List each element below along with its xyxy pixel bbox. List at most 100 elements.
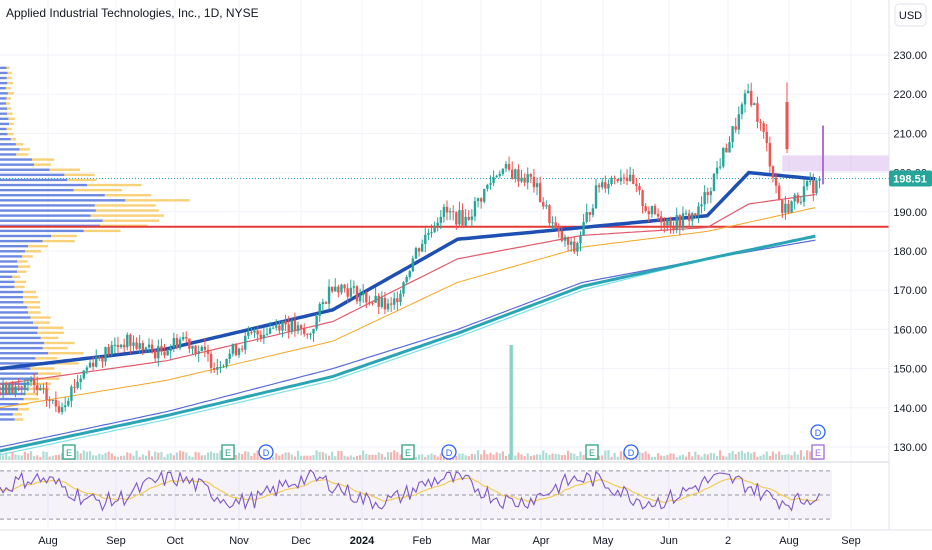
dividend-icon (623, 444, 639, 460)
volume-profile-bar-up (0, 71, 8, 75)
volume-bar (439, 453, 442, 460)
volume-profile-bar-up (0, 418, 15, 421)
volume-bar (45, 452, 48, 460)
volume-profile-bar-down (40, 336, 59, 340)
volume-bar (98, 453, 101, 460)
volume-profile-bar-down (35, 357, 58, 360)
dividend-icon (441, 444, 457, 460)
candle-up (442, 206, 446, 217)
candle-up (520, 177, 523, 182)
candle-up (88, 362, 92, 368)
volume-bar (253, 452, 256, 460)
volume-bar (436, 456, 439, 460)
volume-bar (653, 456, 657, 460)
candle-down (765, 131, 768, 144)
earnings-marker-label: E (66, 448, 72, 458)
volume-profile-bar-down (6, 76, 12, 80)
volume-profile-bar-up (0, 97, 7, 100)
candle-up (582, 221, 585, 236)
candle-up (138, 343, 141, 349)
volume-bar (768, 455, 771, 460)
volume-bar (352, 456, 355, 460)
price-tick-label: 160.00 (893, 324, 927, 336)
dividend-marker[interactable]: D (810, 424, 826, 440)
volume-profile-bar-up (0, 209, 96, 212)
volume-bar (362, 450, 365, 460)
dividend-marker[interactable]: D (258, 444, 274, 460)
candle-down (343, 284, 346, 289)
candle-up (743, 93, 747, 105)
dividend-marker[interactable]: D (623, 444, 639, 460)
candle-up (793, 194, 796, 202)
candle-down (116, 345, 120, 348)
volume-bar (0, 452, 2, 460)
volume-profile-bar-up (0, 107, 8, 110)
volume-bar (157, 452, 160, 460)
volume-bar (765, 451, 768, 460)
volume-bar (390, 452, 393, 460)
candle-down (785, 102, 789, 150)
volume-profile-bar-down (6, 97, 11, 100)
volume-bar (321, 452, 324, 460)
candle-down (240, 348, 244, 350)
volume-bar (14, 454, 17, 460)
volume-bar (694, 451, 697, 460)
volume-bar (753, 451, 756, 460)
time-tick-label: Dec (291, 535, 311, 547)
volume-bar (455, 455, 458, 460)
volume-bar (523, 456, 526, 460)
candle-up (585, 212, 588, 222)
candle-down (107, 346, 110, 355)
volume-bar (8, 456, 11, 460)
volume-bar (104, 453, 107, 460)
candle-down (461, 210, 464, 226)
candle-up (802, 186, 806, 202)
volume-bar (11, 451, 14, 460)
candle-up (504, 164, 508, 169)
volume-bar (638, 452, 641, 460)
currency-button-box[interactable] (894, 3, 927, 27)
volume-bar (414, 456, 418, 460)
candle-down (185, 336, 188, 339)
candle-down (389, 303, 393, 305)
dividend-marker[interactable]: D (441, 444, 457, 460)
candle-up (753, 103, 756, 106)
volume-bar (188, 455, 191, 460)
last-price-badge-bg (889, 170, 932, 187)
candle-down (672, 227, 675, 230)
currency-button[interactable]: USD (894, 3, 927, 27)
candle-down (377, 295, 380, 307)
candle-up (386, 303, 390, 310)
volume-profile-bar-up (0, 280, 15, 284)
candle-up (144, 347, 148, 351)
candle-up (340, 284, 343, 293)
volume-bar (334, 456, 337, 460)
time-axis[interactable]: Aug Sep Oct Nov Dec 2024 Feb Mar Apr May Jun 2 Aug Se… (0, 529, 932, 547)
candle-down (150, 344, 154, 351)
volume-profile-bar-up (0, 219, 103, 222)
candle-up (290, 320, 293, 332)
volume-profile-bar-down (30, 316, 51, 319)
volume-bar (684, 456, 688, 460)
volume-bar (501, 451, 504, 460)
price-axis[interactable]: 230.00220.00210.00200.00190.00180.00170.… (888, 0, 932, 530)
earnings-marker[interactable]: E (62, 444, 76, 460)
earnings-marker[interactable]: E (401, 444, 415, 460)
volume-bar (514, 455, 517, 460)
volume-profile-bar-down (95, 209, 159, 212)
earnings-marker[interactable]: E (221, 444, 235, 460)
time-tick-label: 2 (725, 535, 731, 547)
candle-down (452, 211, 455, 213)
rsi-signal-line (0, 477, 820, 503)
volume-profile-bar-down (42, 239, 75, 243)
candle-down (206, 349, 210, 354)
volume-bar (529, 456, 532, 460)
earnings-marker[interactable]: E (585, 444, 599, 460)
volume-bar (194, 451, 197, 460)
volume-bar (132, 455, 135, 460)
candle-up (498, 173, 501, 176)
volume-profile-bar-down (104, 194, 152, 197)
earnings-marker[interactable]: E (811, 444, 825, 460)
candle-down (604, 182, 607, 189)
